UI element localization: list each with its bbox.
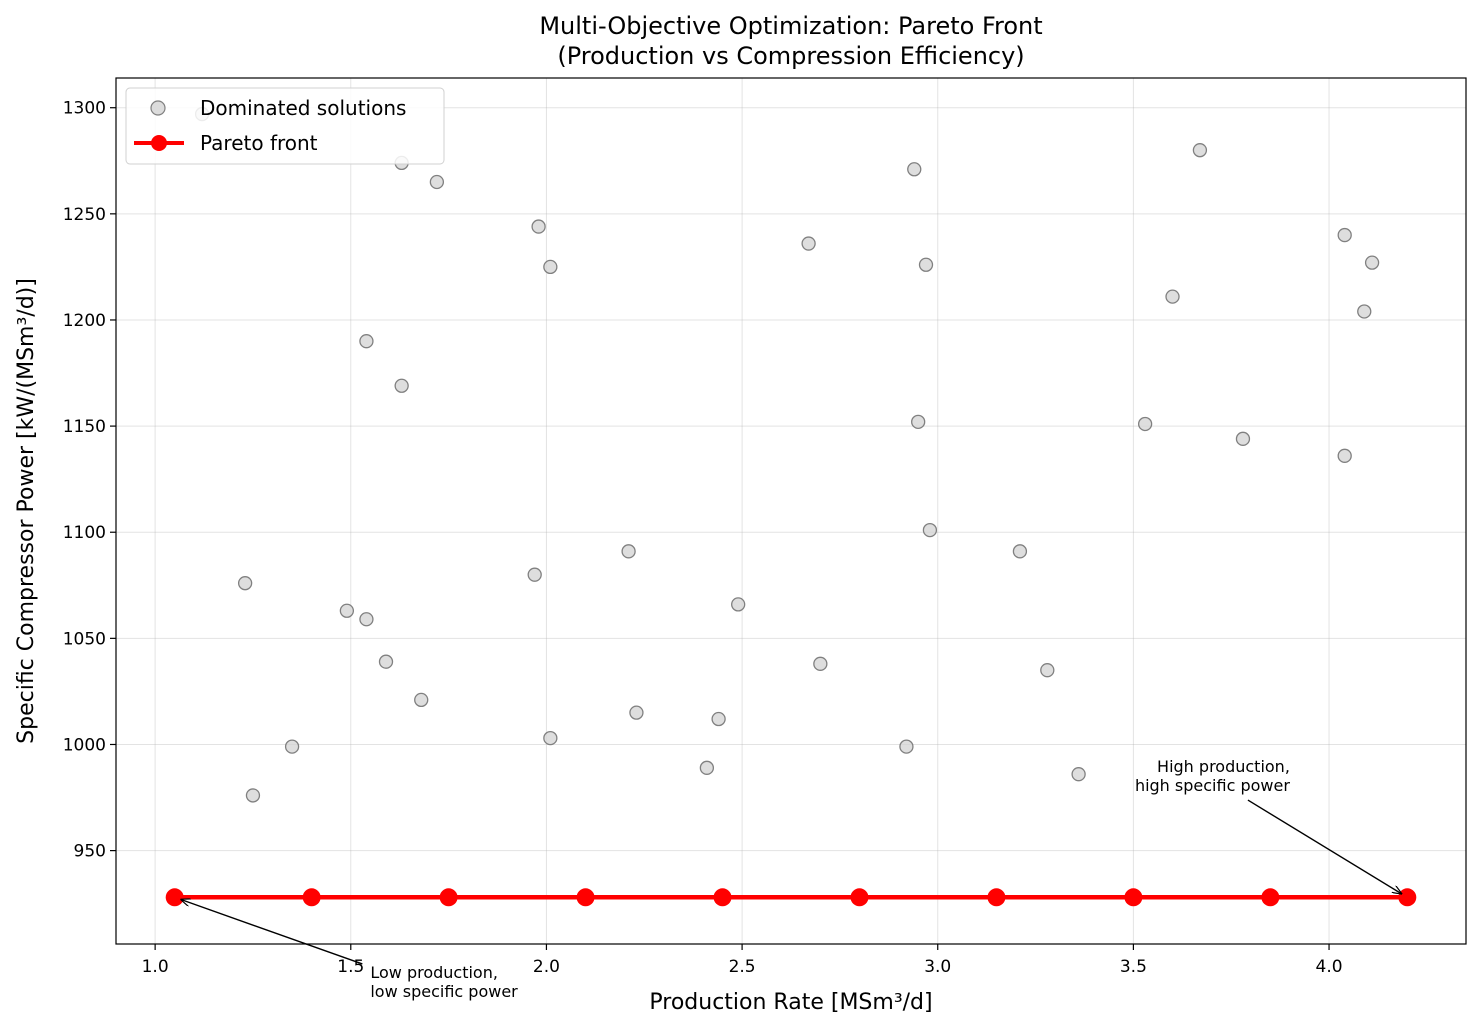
dominated-point	[621, 544, 636, 559]
x-tick-label: 1.0	[142, 957, 169, 977]
dominated-point	[339, 603, 355, 618]
dominated-point	[1235, 431, 1251, 446]
dominated-point	[629, 705, 644, 720]
pareto-point	[713, 888, 732, 907]
pareto-point	[1261, 888, 1280, 907]
dominated-point	[731, 597, 746, 612]
x-tick-label: 3.0	[924, 957, 951, 977]
dominated-point	[359, 334, 374, 349]
plot-frame	[115, 77, 1467, 945]
dominated-point	[1071, 767, 1086, 782]
x-axis: 1.0 1.5 2.0 2.5 3.0 3.5 4.0	[142, 944, 1343, 977]
dominated-point	[1364, 255, 1380, 270]
pareto-point	[439, 888, 458, 907]
x-axis-label: Production Rate [MSm³/d]	[649, 990, 932, 1015]
dominated-point	[414, 692, 429, 708]
legend-marker-dominated	[150, 100, 166, 116]
y-tick-label: 1200	[63, 311, 106, 331]
dominated-point	[359, 612, 374, 627]
dominated-point	[527, 567, 542, 582]
annotation-text: Low production,	[370, 963, 498, 982]
legend-box	[125, 87, 445, 165]
annotations: Low production,low specific power High pr…	[181, 757, 1401, 1001]
y-axis-label: Specific Compressor Power [kW/(MSm³/d)]	[14, 278, 39, 744]
dominated-point	[918, 257, 934, 272]
dominated-point	[394, 378, 409, 393]
chart-title: Multi-Objective Optimization: Pareto Fro…	[539, 12, 1042, 40]
pareto-point	[1398, 888, 1417, 907]
dominated-point	[543, 259, 558, 275]
dominated-point	[907, 162, 922, 177]
dominated-point	[429, 174, 445, 190]
x-tick-label: 4.0	[1316, 957, 1343, 977]
y-tick-label: 1250	[63, 205, 106, 225]
dominated-point	[922, 522, 938, 538]
pareto-point	[987, 888, 1006, 907]
annotation-arrow	[181, 900, 363, 965]
dominated-point	[1337, 448, 1352, 463]
dominated-point	[911, 414, 926, 430]
y-tick-label: 950	[74, 842, 106, 862]
dominated-point	[1357, 304, 1372, 319]
pareto-point	[576, 888, 595, 907]
dominated-point	[899, 739, 914, 754]
x-tick-label: 2.0	[533, 957, 560, 977]
annotation-text: low specific power	[370, 982, 518, 1001]
dominated-point	[1012, 544, 1028, 559]
x-tick-label: 1.5	[337, 957, 364, 977]
dominated-point	[245, 788, 261, 803]
y-tick-label: 1050	[63, 629, 106, 649]
annotation-arrow	[1247, 799, 1401, 894]
dominated-point	[543, 730, 558, 746]
y-tick-label: 1100	[63, 523, 106, 543]
dominated-point	[1337, 227, 1352, 243]
dominated-point	[1165, 289, 1180, 304]
pareto-point	[165, 888, 184, 907]
annotation-text: High production,	[1157, 757, 1290, 776]
dominated-point	[813, 656, 828, 671]
grid	[116, 78, 1466, 944]
legend-marker-pareto	[151, 135, 167, 151]
pareto-point	[1124, 888, 1143, 907]
y-tick-label: 1150	[63, 417, 106, 437]
dominated-point	[1040, 663, 1055, 678]
y-axis: 950 1000 1050 1100 1150 1200 1250 1300	[63, 99, 116, 862]
dominated-point	[378, 654, 394, 669]
pareto-point	[850, 888, 869, 907]
legend[interactable]: Dominated solutions Pareto front	[125, 87, 445, 165]
dominated-point	[1192, 143, 1208, 158]
y-tick-label: 1300	[63, 99, 106, 119]
pareto-point	[302, 888, 321, 907]
y-tick-label: 1000	[63, 735, 106, 755]
x-tick-label: 2.5	[729, 957, 756, 977]
annotation-text: high specific power	[1135, 776, 1290, 795]
legend-label-pareto: Pareto front	[200, 131, 318, 155]
x-tick-label: 3.5	[1120, 957, 1147, 977]
dominated-point	[699, 760, 715, 775]
dominated-point	[237, 576, 253, 591]
dominated-point	[801, 236, 816, 251]
legend-label-dominated: Dominated solutions	[200, 96, 406, 120]
dominated-point	[711, 711, 726, 727]
dominated-point	[284, 739, 300, 754]
chart-subtitle: (Production vs Compression Efficiency)	[557, 42, 1024, 70]
dominated-point	[1137, 416, 1153, 432]
dominated-point	[531, 219, 546, 234]
